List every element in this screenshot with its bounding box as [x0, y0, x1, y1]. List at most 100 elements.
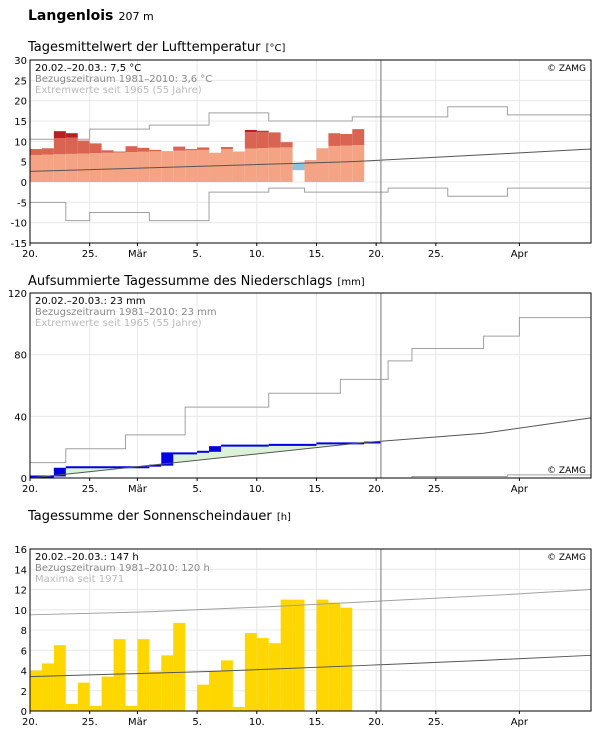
- sunshine-bar: [77, 682, 90, 711]
- x-tick-label: 20.: [22, 249, 38, 260]
- temp-bar: [149, 151, 162, 182]
- sunshine-bar: [209, 671, 221, 711]
- temp-bar: [304, 160, 317, 182]
- temp-bar-warm: [256, 131, 269, 149]
- x-tick-label: 5.: [192, 484, 202, 494]
- reference-line: [29, 417, 592, 479]
- temp-bar-warm: [65, 137, 78, 154]
- temp-bar-peak: [244, 129, 257, 133]
- x-tick-label: 20.: [368, 717, 384, 728]
- x-tick-label: 15.: [309, 249, 325, 260]
- y-tick-label: 30: [14, 56, 27, 67]
- temp-bar-peak: [53, 131, 66, 138]
- temp-bar-warm: [173, 146, 186, 151]
- sunshine-bar: [340, 607, 353, 711]
- y-tick-label: 12: [14, 586, 27, 597]
- temp-bar-warm: [101, 150, 114, 153]
- legend-entry: 20.02.–20.03.: 147 h: [35, 552, 139, 563]
- temp-bar: [137, 151, 150, 182]
- sunshine-bar: [220, 660, 233, 711]
- y-tick-label: 25: [14, 76, 27, 87]
- sunshine-bar: [256, 638, 269, 711]
- x-tick-label: 5.: [192, 249, 202, 260]
- sunshine-bar: [53, 645, 66, 711]
- y-tick-label: 0: [21, 178, 27, 189]
- x-tick-label: 15.: [309, 717, 325, 728]
- temp-bar: [268, 147, 281, 182]
- sunshine-bar: [244, 633, 257, 711]
- sunshine-bar: [316, 599, 329, 711]
- sunshine-chart: 0 2 4 6 8 10 12 14 16 20. 25. Mär 5. 10. 15. 20. 25. Apr 2…: [14, 545, 592, 728]
- credit-label: © ZAMG: [547, 64, 586, 74]
- legend-entry: Maxima seit 1971: [35, 574, 124, 585]
- temp-bar-warm: [125, 146, 138, 153]
- x-tick-label: 25.: [82, 484, 98, 494]
- temp-bar-peak: [65, 133, 78, 138]
- temp-bar-warm: [30, 149, 42, 155]
- credit-label: © ZAMG: [547, 466, 586, 476]
- temp-bar: [173, 150, 186, 182]
- temp-bar-warm: [77, 140, 90, 154]
- y-tick-label: 4: [21, 667, 27, 678]
- sunshine-bar: [30, 670, 42, 711]
- sunshine-bar: [161, 655, 174, 711]
- reference-line: [29, 654, 592, 678]
- plot-frame: [29, 59, 592, 244]
- x-tick-label: 20.: [22, 717, 38, 728]
- sunshine-bar: [149, 671, 162, 711]
- plot-frame: [29, 292, 592, 479]
- y-tick-label: 10: [14, 606, 27, 617]
- temp-bar: [41, 154, 54, 182]
- x-tick-label: 15.: [309, 484, 325, 494]
- temp-bar-warm: [53, 137, 66, 155]
- precip-increment: [161, 453, 174, 466]
- temperature-chart: -15 -10 -5 0 5 10 15 20 25 30 20. 25. Mär 5. 10. 15. 20.…: [11, 56, 592, 260]
- legend-entry: Bezugszeitraum 1981–2010: 3,6 °C: [35, 74, 212, 85]
- y-tick-label: 2: [21, 687, 27, 698]
- temp-bar: [53, 154, 66, 182]
- extreme-max-line: [30, 316, 592, 464]
- x-tick-label: 20.: [22, 484, 38, 494]
- x-tick-label: 5.: [192, 717, 202, 728]
- x-tick-label: Apr: [511, 717, 529, 728]
- temp-bar-warm: [280, 142, 293, 148]
- temp-bar-warm: [352, 129, 365, 146]
- y-tick-label: -15: [11, 239, 27, 250]
- sunshine-bar: [173, 622, 186, 711]
- x-tick-label: 10.: [249, 484, 265, 494]
- temp-bar: [352, 145, 365, 182]
- sunshine-bar: [137, 639, 150, 711]
- sunshine-bar: [197, 684, 210, 711]
- temp-bar: [30, 154, 42, 182]
- x-tick-label: 10.: [249, 249, 265, 260]
- reference-line: [29, 148, 592, 172]
- legend-entry: Bezugszeitraum 1981–2010: 120 h: [35, 563, 210, 574]
- sunshine-bar: [232, 706, 245, 711]
- temp-bar: [209, 152, 221, 182]
- y-tick-label: 0: [21, 474, 27, 485]
- precipitation-chart: 0 40 80 120 20. 25. Mär 5. 10. 15. 20. 25. Apr 20.02.…: [8, 289, 592, 494]
- x-tick-label: 20.: [368, 249, 384, 260]
- sunshine-bar: [65, 703, 78, 711]
- station-header: Langenlois 207 m: [28, 5, 154, 24]
- sunshine-bar: [328, 602, 341, 711]
- temp-bar: [65, 153, 78, 182]
- temp-bar-warm: [197, 147, 210, 150]
- sunshine-bar: [268, 643, 281, 711]
- maxima-line: [29, 589, 592, 616]
- legend-entry: Extremwerte seit 1965 (55 Jahre): [35, 318, 202, 329]
- x-tick-label: 25.: [428, 484, 444, 494]
- temp-bar-peak: [256, 130, 269, 132]
- precip-increment: [53, 468, 66, 477]
- legend-entry: 20.02.–20.03.: 7,5 °C: [35, 63, 141, 74]
- y-tick-label: 20: [14, 97, 27, 108]
- x-tick-label: 25.: [82, 249, 98, 260]
- x-tick-label: 25.: [82, 717, 98, 728]
- x-tick-label: Mär: [128, 484, 148, 494]
- y-tick-label: 8: [21, 626, 27, 637]
- temp-bar: [256, 148, 269, 182]
- y-tick-label: 15: [14, 117, 27, 128]
- legend-entry: Bezugszeitraum 1981–2010: 23 mm: [35, 307, 217, 318]
- temp-bar: [113, 152, 126, 182]
- sunshine-bar: [41, 663, 54, 711]
